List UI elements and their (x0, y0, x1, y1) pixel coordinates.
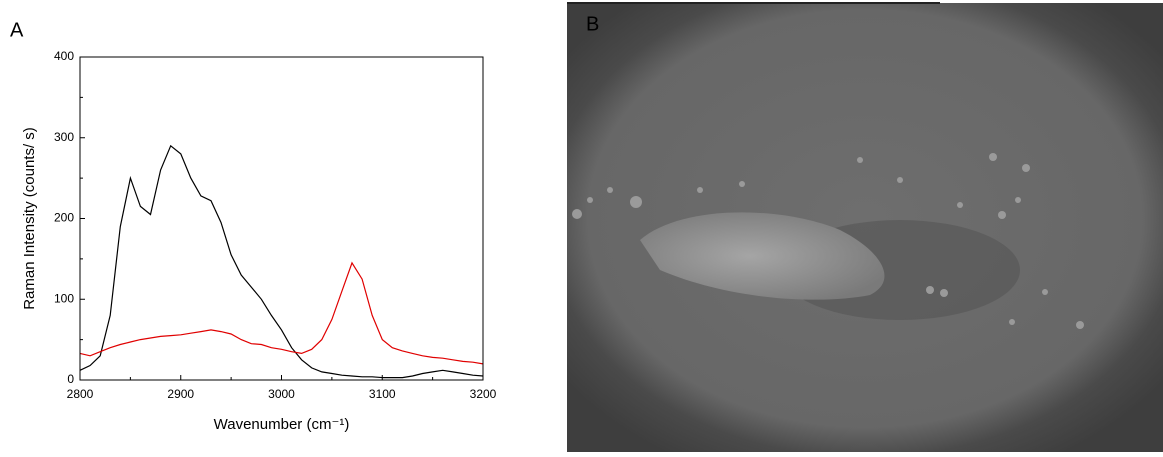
y-tick-label: 100 (54, 291, 74, 305)
y-tick-label: 0 (67, 372, 74, 386)
droplets (572, 153, 1084, 329)
y-tick-label: 300 (54, 130, 74, 144)
panel-label: B (586, 13, 599, 35)
y-tick-label: 400 (54, 49, 74, 63)
x-axis-label: Wavenumber (cm⁻¹) (214, 416, 350, 433)
plot-frame (79, 56, 484, 381)
spectrum-line (79, 261, 484, 365)
y-tick-label: 200 (54, 211, 74, 225)
x-tick-label: 3000 (268, 387, 295, 401)
x-tick-label: 2900 (167, 387, 194, 401)
panel-label: A (10, 19, 24, 41)
x-tick-label: 2800 (67, 387, 94, 401)
spectrum-line (79, 144, 484, 379)
micrograph (567, 2, 1163, 452)
y-axis-label: Raman Intensity (counts/ s) (21, 127, 38, 310)
x-tick-label: 3100 (369, 387, 396, 401)
x-tick-label: 3200 (470, 387, 497, 401)
crystal (640, 212, 885, 300)
